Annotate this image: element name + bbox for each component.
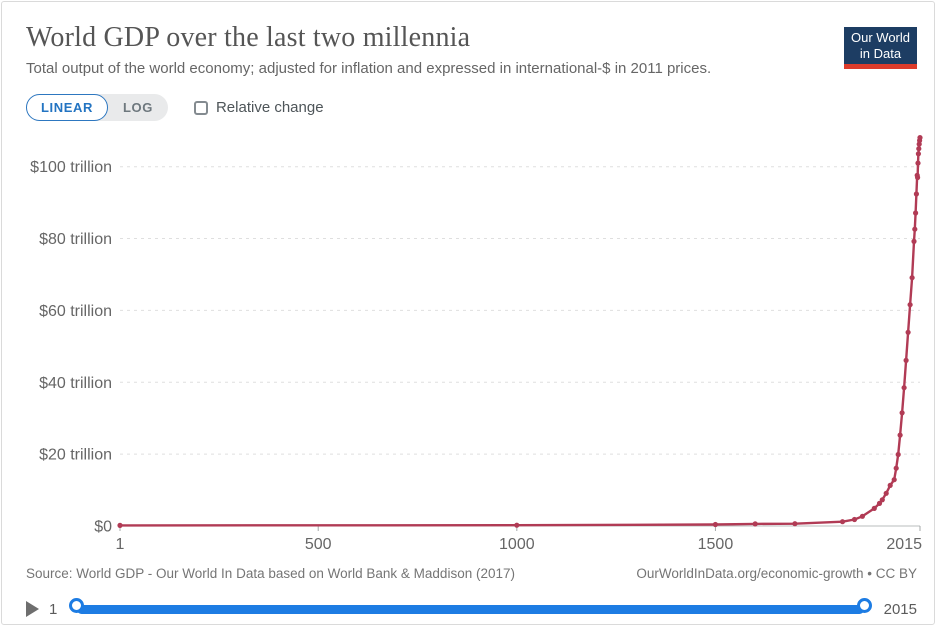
svg-text:$20 trillion: $20 trillion — [39, 447, 112, 464]
timeline: 1 2015 — [26, 596, 917, 622]
svg-text:$0: $0 — [94, 519, 112, 536]
svg-text:$80 trillion: $80 trillion — [39, 231, 112, 248]
owid-logo[interactable]: Our World in Data — [844, 27, 917, 69]
owid-logo-line1: Our World — [851, 30, 910, 45]
chart-subtitle: Total output of the world economy; adjus… — [26, 60, 712, 77]
svg-text:$60 trillion: $60 trillion — [39, 303, 112, 320]
timeline-start-handle[interactable] — [69, 598, 85, 613]
chart-footer: Source: World GDP - Our World In Data ba… — [26, 566, 917, 581]
timeline-start-year: 1 — [49, 600, 58, 618]
timeline-slider-track[interactable] — [77, 605, 864, 614]
relative-change-label: Relative change — [215, 99, 324, 116]
log-scale-button[interactable]: LOG — [108, 94, 168, 121]
scale-toggle: LINEAR LOG — [26, 94, 168, 121]
chart-header: World GDP over the last two millennia To… — [26, 22, 834, 77]
play-icon[interactable] — [26, 601, 39, 617]
linear-scale-button[interactable]: LINEAR — [26, 94, 108, 121]
source-text: Source: World GDP - Our World In Data ba… — [26, 566, 515, 581]
relative-change-toggle[interactable]: Relative change — [193, 99, 324, 116]
chart-controls: LINEAR LOG Relative change — [26, 94, 324, 121]
svg-text:2015: 2015 — [886, 536, 922, 553]
page-title: World GDP over the last two millennia — [26, 22, 471, 53]
timeline-end-handle[interactable] — [856, 598, 872, 613]
svg-text:$100 trillion: $100 trillion — [30, 159, 112, 176]
owid-footer-link[interactable]: OurWorldInData.org/economic-growth • CC … — [636, 566, 917, 581]
owid-logo-line2: in Data — [859, 46, 902, 61]
svg-text:500: 500 — [305, 536, 332, 553]
timeline-end-year: 2015 — [883, 600, 917, 618]
svg-text:1: 1 — [116, 536, 125, 553]
timeline-slider[interactable] — [69, 598, 872, 620]
svg-text:1500: 1500 — [698, 536, 734, 553]
svg-text:1000: 1000 — [499, 536, 535, 553]
gdp-line-chart[interactable]: $0 $20 trillion $40 trillion $60 trillion $8… — [2, 127, 935, 562]
svg-text:$40 trillion: $40 trillion — [39, 375, 112, 392]
relative-change-checkbox[interactable] — [193, 100, 208, 115]
